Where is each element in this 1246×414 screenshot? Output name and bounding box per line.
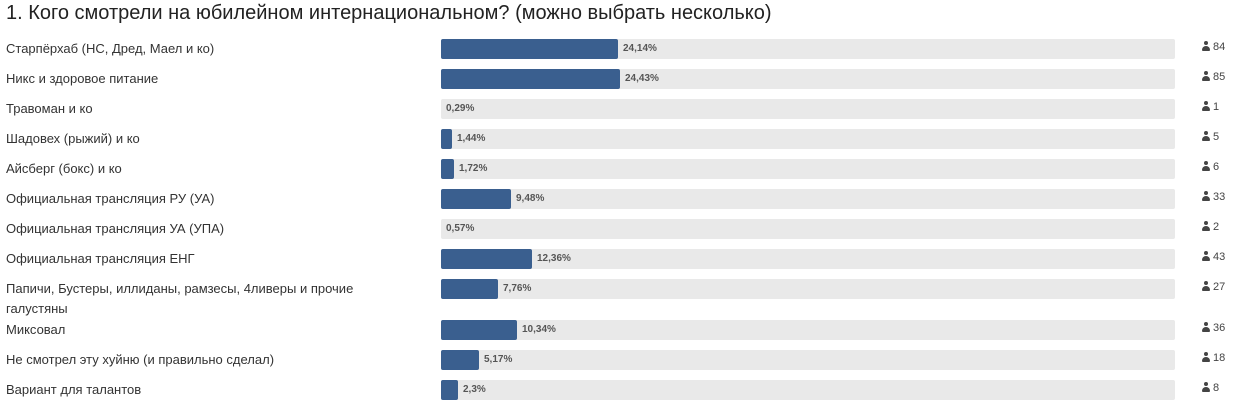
user-icon bbox=[1202, 131, 1210, 141]
poll-vote-count: 33 bbox=[1202, 190, 1225, 204]
poll-option-label: Вариант для талантов bbox=[6, 382, 142, 397]
user-icon bbox=[1202, 161, 1210, 171]
poll-vote-number: 8 bbox=[1213, 382, 1220, 394]
poll-percent-label: 24,43% bbox=[625, 73, 659, 84]
poll-bar-track: 24,43% bbox=[441, 69, 1175, 89]
poll-option-label: Папичи, Бустеры, иллиданы, рамзесы, 4лив… bbox=[6, 281, 354, 316]
poll-bar bbox=[441, 350, 479, 370]
poll-vote-count: 8 bbox=[1202, 381, 1219, 395]
poll-percent-label: 7,76% bbox=[503, 283, 532, 294]
poll-vote-number: 6 bbox=[1213, 161, 1220, 173]
poll-bar-track: 1,44% bbox=[441, 129, 1175, 149]
poll-vote-count: 2 bbox=[1202, 220, 1219, 234]
poll-option-label: Официальная трансляция РУ (УА) bbox=[6, 191, 215, 206]
poll-bar-track: 5,17% bbox=[441, 350, 1175, 370]
poll-percent-label: 5,17% bbox=[484, 354, 513, 365]
poll-vote-number: 33 bbox=[1213, 191, 1226, 203]
poll-bar bbox=[441, 69, 620, 89]
poll-option-label: Не смотрел эту хуйню (и правильно сделал… bbox=[6, 352, 275, 367]
poll-bar bbox=[441, 189, 511, 209]
user-icon bbox=[1202, 382, 1210, 392]
user-icon bbox=[1202, 191, 1210, 201]
poll-percent-label: 1,72% bbox=[459, 163, 488, 174]
poll-percent-label: 9,48% bbox=[516, 193, 545, 204]
user-icon bbox=[1202, 281, 1210, 291]
poll-option-label: Айсберг (бокс) и ко bbox=[6, 161, 122, 176]
poll-option-label: Старпёрхаб (НС, Дред, Маел и ко) bbox=[6, 41, 215, 56]
poll-option-label: Официальная трансляция ЕНГ bbox=[6, 251, 195, 266]
user-icon bbox=[1202, 41, 1210, 51]
poll-vote-count: 18 bbox=[1202, 351, 1225, 365]
poll-vote-count: 36 bbox=[1202, 321, 1225, 335]
user-icon bbox=[1202, 71, 1210, 81]
poll-bar-track: 12,36% bbox=[441, 249, 1175, 269]
poll-option-label: Никс и здоровое питание bbox=[6, 71, 159, 86]
poll-bar-track: 2,3% bbox=[441, 380, 1175, 400]
poll-vote-number: 2 bbox=[1213, 221, 1220, 233]
poll-bar bbox=[441, 320, 517, 340]
poll-percent-label: 12,36% bbox=[537, 253, 571, 264]
poll-vote-count: 85 bbox=[1202, 70, 1225, 84]
poll-bar-track: 9,48% bbox=[441, 189, 1175, 209]
poll-percent-label: 0,29% bbox=[446, 103, 475, 114]
poll-vote-count: 1 bbox=[1202, 100, 1219, 114]
poll-percent-label: 24,14% bbox=[623, 43, 657, 54]
poll-percent-label: 1,44% bbox=[457, 133, 486, 144]
poll-vote-count: 6 bbox=[1202, 160, 1219, 174]
poll-bar bbox=[441, 129, 452, 149]
poll-vote-number: 84 bbox=[1213, 41, 1226, 53]
user-icon bbox=[1202, 352, 1210, 362]
poll-bar-track: 0,57% bbox=[441, 219, 1175, 239]
poll-vote-number: 43 bbox=[1213, 251, 1226, 263]
poll-vote-number: 36 bbox=[1213, 322, 1226, 334]
poll-percent-label: 0,57% bbox=[446, 223, 475, 234]
poll-title: 1. Кого смотрели на юбилейном интернацио… bbox=[6, 2, 772, 24]
poll-bar-track: 24,14% bbox=[441, 39, 1175, 59]
poll-bar-track: 7,76% bbox=[441, 279, 1175, 299]
user-icon bbox=[1202, 322, 1210, 332]
poll-bar bbox=[441, 159, 454, 179]
poll-vote-count: 84 bbox=[1202, 40, 1225, 54]
poll-vote-count: 27 bbox=[1202, 280, 1225, 294]
poll-vote-number: 85 bbox=[1213, 71, 1226, 83]
poll-vote-count: 43 bbox=[1202, 250, 1225, 264]
poll-vote-count: 5 bbox=[1202, 130, 1219, 144]
poll-vote-number: 5 bbox=[1213, 131, 1220, 143]
poll-bar bbox=[441, 380, 458, 400]
poll-bar bbox=[441, 279, 498, 299]
user-icon bbox=[1202, 221, 1210, 231]
poll-vote-number: 1 bbox=[1213, 101, 1220, 113]
poll-option-label: Шадовех (рыжий) и ко bbox=[6, 131, 140, 146]
poll-percent-label: 10,34% bbox=[522, 324, 556, 335]
poll-bar-track: 10,34% bbox=[441, 320, 1175, 340]
poll-vote-number: 27 bbox=[1213, 281, 1226, 293]
poll-vote-number: 18 bbox=[1213, 352, 1226, 364]
poll-bar bbox=[441, 249, 532, 269]
poll-option-label: Официальная трансляция УА (УПА) bbox=[6, 221, 225, 236]
poll-bar-track: 0,29% bbox=[441, 99, 1175, 119]
poll-bar bbox=[441, 39, 618, 59]
poll-bar-track: 1,72% bbox=[441, 159, 1175, 179]
poll-option-label: Травоман и ко bbox=[6, 101, 93, 116]
user-icon bbox=[1202, 101, 1210, 111]
poll-percent-label: 2,3% bbox=[463, 384, 486, 395]
user-icon bbox=[1202, 251, 1210, 261]
poll-option-label: Миксовал bbox=[6, 322, 66, 337]
